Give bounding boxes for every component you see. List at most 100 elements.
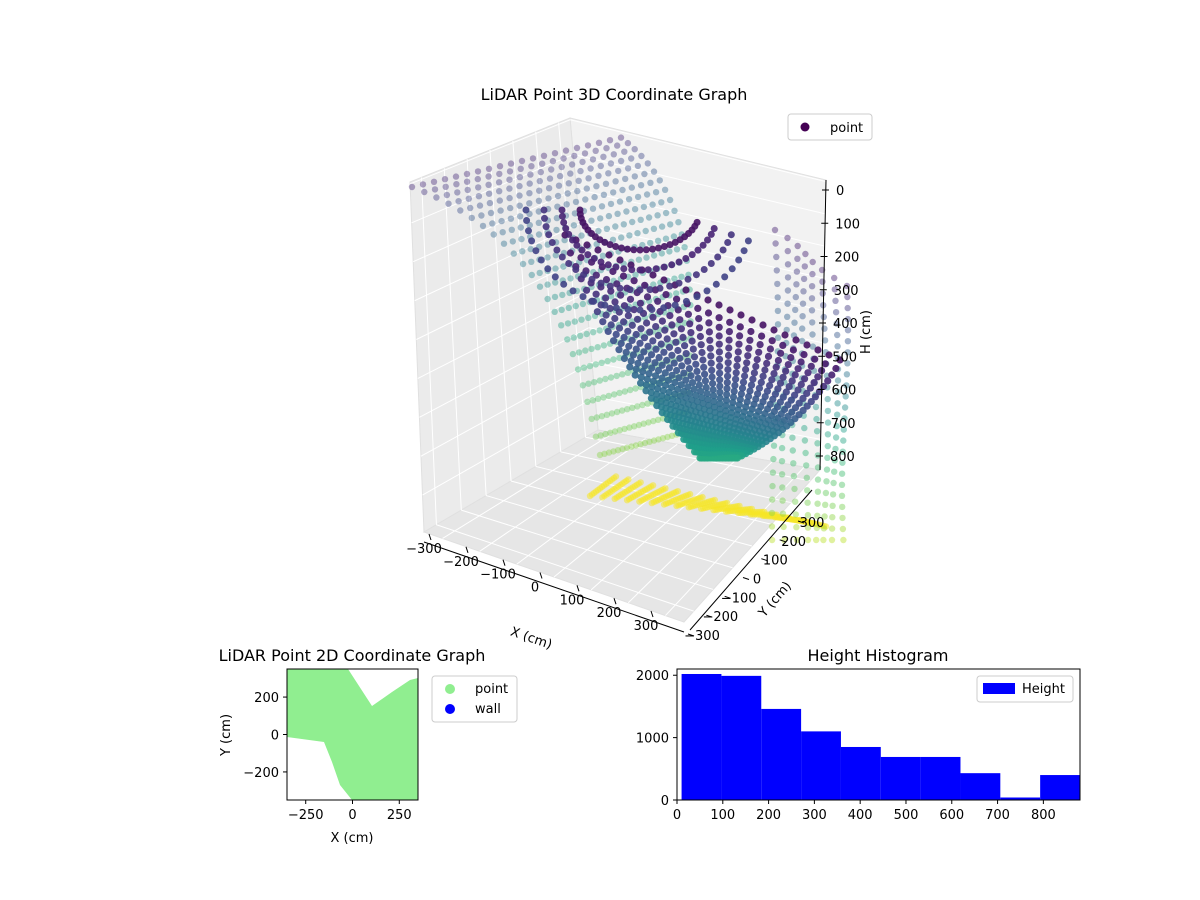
point-3d bbox=[558, 163, 565, 171]
point-3d bbox=[687, 329, 695, 337]
point-3d bbox=[820, 525, 828, 532]
point-3d bbox=[535, 231, 543, 238]
point-3d bbox=[604, 261, 612, 269]
x-axis-label-3d: X (cm) bbox=[508, 625, 554, 653]
point-3d bbox=[770, 326, 778, 334]
point-3d bbox=[800, 351, 808, 359]
point-3d bbox=[565, 260, 573, 267]
point-3d bbox=[832, 364, 840, 373]
point-3d bbox=[812, 403, 820, 411]
histogram-bar bbox=[761, 708, 802, 800]
point-3d bbox=[588, 275, 596, 283]
point-3d bbox=[729, 393, 738, 401]
grid-line-y-wall bbox=[489, 149, 512, 482]
point-3d bbox=[703, 390, 711, 398]
point-3d bbox=[834, 411, 841, 418]
point-3d bbox=[743, 359, 751, 367]
point-3d bbox=[452, 173, 460, 180]
point-3d bbox=[508, 226, 515, 233]
point-3d bbox=[661, 369, 669, 377]
point-3d bbox=[834, 400, 841, 407]
point-3d bbox=[794, 242, 801, 250]
grid-line-z bbox=[412, 188, 577, 263]
point-3d bbox=[736, 332, 744, 340]
point-3d bbox=[643, 191, 651, 198]
point-3d bbox=[712, 280, 720, 288]
point-3d bbox=[716, 405, 724, 413]
point-3d bbox=[746, 336, 754, 344]
point-3d bbox=[548, 239, 556, 246]
point-3d bbox=[602, 430, 609, 438]
point-3d bbox=[593, 308, 602, 316]
point-3d bbox=[832, 297, 839, 304]
point-3d bbox=[641, 281, 649, 289]
point-3d bbox=[583, 286, 591, 294]
point-3d bbox=[649, 313, 657, 321]
y-ticks-2d: −200 0 200 bbox=[243, 691, 287, 781]
point-3d bbox=[578, 316, 585, 323]
legend-label-point-3d: point bbox=[830, 121, 863, 136]
x-tick-label-histogram: 500 bbox=[894, 808, 919, 823]
x-ticks-2d: −250 0 250 bbox=[288, 800, 412, 823]
point-3d bbox=[839, 514, 846, 522]
point-3d bbox=[671, 275, 678, 282]
point-3d bbox=[844, 327, 852, 334]
point-3d bbox=[803, 389, 811, 397]
point-3d bbox=[618, 244, 625, 252]
point-3d bbox=[569, 287, 577, 295]
point-3d bbox=[757, 378, 765, 386]
grid-line-y bbox=[510, 480, 753, 547]
point-3d bbox=[626, 232, 633, 239]
point-3d bbox=[830, 479, 837, 487]
point-3d bbox=[766, 345, 775, 353]
point-3d bbox=[631, 146, 638, 153]
point-3d bbox=[517, 224, 524, 231]
histogram-bar bbox=[681, 673, 722, 800]
point-3d bbox=[781, 536, 788, 544]
point-3d bbox=[603, 411, 611, 418]
point-3d bbox=[658, 374, 666, 382]
point-3d bbox=[715, 314, 723, 322]
point-3d bbox=[703, 287, 711, 295]
point-3d bbox=[725, 336, 733, 344]
grid-line-z bbox=[570, 119, 827, 183]
point-3d bbox=[560, 263, 567, 270]
point-3d bbox=[694, 304, 702, 312]
point-3d bbox=[734, 348, 742, 356]
point-3d bbox=[686, 490, 694, 498]
point-3d bbox=[781, 331, 789, 339]
x-tick-mark-3d bbox=[613, 598, 617, 605]
x-tick-label-2d: 250 bbox=[387, 808, 412, 823]
point-3d bbox=[585, 314, 592, 321]
point-3d bbox=[611, 428, 619, 435]
point-3d bbox=[628, 266, 636, 274]
point-3d bbox=[824, 442, 831, 450]
point-3d bbox=[782, 353, 789, 360]
point-3d bbox=[721, 273, 729, 281]
point-3d bbox=[772, 240, 779, 247]
point-3d bbox=[499, 229, 506, 236]
point-3d bbox=[621, 148, 628, 155]
point-3d bbox=[715, 323, 723, 331]
point-3d bbox=[553, 226, 560, 234]
point-3d bbox=[642, 246, 650, 254]
point-3d bbox=[552, 265, 559, 272]
point-3d bbox=[694, 374, 702, 382]
point-3d bbox=[674, 346, 682, 355]
point-3d bbox=[487, 209, 495, 217]
point-3d bbox=[654, 366, 663, 375]
point-3d bbox=[840, 437, 847, 444]
x-tick-label-histogram: 700 bbox=[985, 808, 1010, 823]
point-3d bbox=[579, 158, 586, 166]
point-3d bbox=[588, 217, 595, 224]
point-3d bbox=[747, 381, 756, 389]
point-3d bbox=[688, 251, 696, 259]
point-3d bbox=[576, 206, 584, 214]
point-3d bbox=[496, 163, 504, 170]
point-3d bbox=[697, 387, 705, 395]
point-3d bbox=[774, 321, 782, 328]
point-3d bbox=[659, 435, 667, 442]
point-3d bbox=[620, 221, 627, 228]
point-3d bbox=[665, 364, 674, 372]
point-3d bbox=[486, 199, 494, 207]
